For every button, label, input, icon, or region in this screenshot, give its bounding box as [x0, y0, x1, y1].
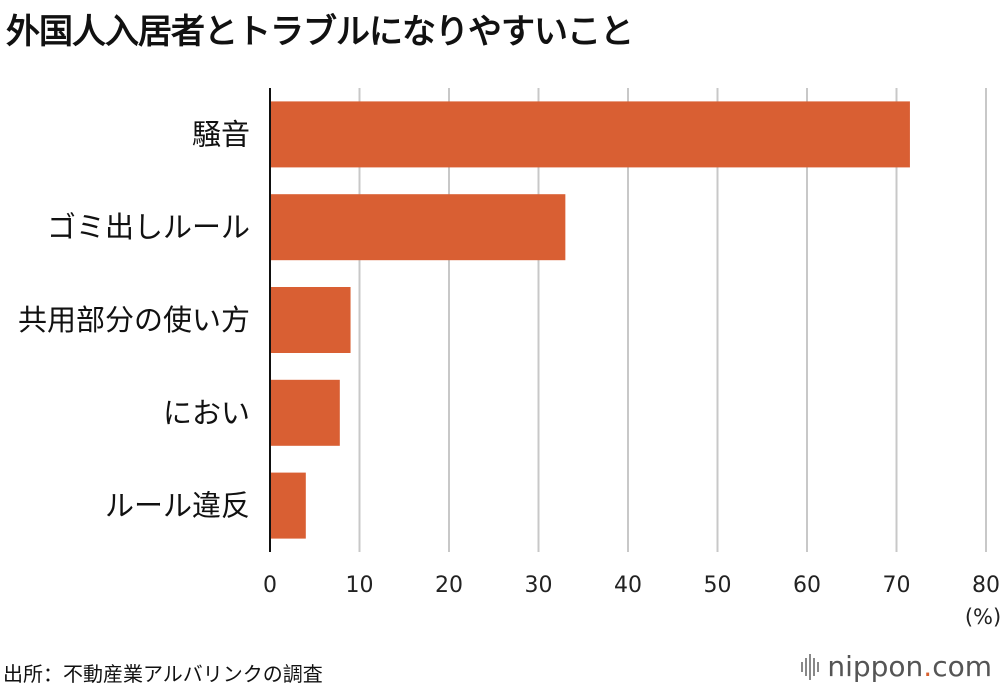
- category-label: におい: [163, 396, 250, 430]
- logo-tld: com: [932, 650, 992, 683]
- bars: [270, 101, 910, 539]
- x-tick-label: 30: [525, 573, 553, 598]
- bar: [270, 287, 351, 353]
- bar: [270, 472, 306, 539]
- bar: [270, 194, 566, 261]
- category-label: 共用部分の使い方: [18, 303, 250, 337]
- x-tick-label: 20: [435, 573, 463, 598]
- x-tick-label: 50: [704, 573, 732, 598]
- source-note: 出所：不動産業アルバリンクの調査: [3, 662, 323, 686]
- category-label: ルール違反: [105, 489, 250, 523]
- nippon-logo: nippon. com: [801, 650, 992, 683]
- bar: [270, 379, 340, 446]
- category-label: ゴミ出しルール: [47, 210, 250, 244]
- x-tick-label: 80: [972, 573, 1000, 598]
- x-unit-label: (%): [965, 605, 1000, 629]
- x-tick-label: 40: [614, 573, 642, 598]
- logo-bars-icon: [801, 653, 821, 680]
- x-tick-label: 10: [346, 573, 374, 598]
- category-label: 騒音: [192, 117, 250, 151]
- x-tick-label: 0: [263, 573, 277, 598]
- x-tick-labels: 0 10 20 30 40 50 60 70 80: [263, 573, 1000, 598]
- chart-title: 外国人入居者とトラブルになりやすいこと: [6, 12, 634, 52]
- logo-name: nippon: [827, 650, 924, 683]
- x-tick-label: 60: [793, 573, 821, 598]
- bar: [270, 101, 910, 168]
- logo-dot: .: [923, 650, 933, 683]
- x-tick-label: 70: [883, 573, 911, 598]
